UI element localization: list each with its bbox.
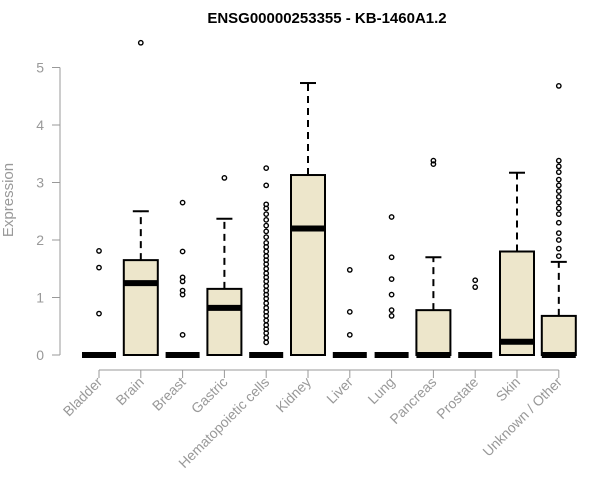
outlier-point — [179, 248, 186, 255]
outlier-point — [263, 265, 270, 272]
outlier-point — [263, 322, 270, 328]
outlier-point — [555, 182, 562, 189]
outlier-point — [555, 163, 562, 170]
outlier-point — [263, 270, 270, 277]
y-tick-label: 4 — [36, 117, 44, 133]
x-tick-label-liver: Liver — [323, 374, 356, 407]
box-liver — [332, 266, 367, 358]
outlier-point — [137, 39, 144, 46]
outlier-point — [346, 308, 353, 315]
outlier-point — [179, 331, 186, 338]
outlier-point — [263, 201, 270, 208]
outlier-point — [388, 254, 395, 261]
outlier-point — [263, 317, 270, 324]
outlier-point — [555, 176, 562, 183]
outlier-point — [388, 214, 395, 220]
outlier-point — [388, 307, 395, 314]
x-tick-label-breast: Breast — [149, 374, 189, 414]
outlier-point — [346, 266, 353, 273]
x-tick-label-brain: Brain — [112, 374, 146, 408]
outlier-point — [555, 237, 562, 243]
outlier-point — [263, 253, 270, 260]
box-unknown-other — [540, 83, 577, 358]
outlier-point — [555, 188, 562, 195]
y-tick-label: 1 — [36, 290, 44, 306]
outlier-point — [555, 83, 562, 89]
outlier-point — [555, 219, 562, 226]
outlier-point — [555, 245, 562, 252]
outlier-point — [263, 234, 270, 241]
box-prostate — [458, 277, 493, 358]
y-axis: 0 1 2 3 4 5 — [36, 60, 61, 363]
outlier-point — [263, 300, 270, 307]
chart-title: ENSG00000253355 - KB-1460A1.2 — [207, 10, 446, 27]
box-rect — [290, 174, 326, 356]
outlier-point — [221, 174, 228, 181]
outlier-point — [346, 331, 353, 338]
outlier-point — [96, 310, 102, 317]
outlier-point — [263, 165, 270, 172]
x-tick-label-lung: Lung — [364, 374, 397, 407]
outlier-point — [388, 276, 395, 282]
box-rect — [415, 309, 452, 356]
box-lung — [374, 214, 409, 358]
outlier-point — [430, 161, 437, 168]
outlier-point — [472, 284, 479, 291]
box-rect — [122, 259, 159, 356]
outlier-point — [263, 228, 270, 235]
outlier-point — [555, 253, 562, 260]
box-brain — [122, 39, 159, 356]
outlier-point — [263, 283, 270, 289]
x-tick-label-unknown-other: Unknown / Other — [479, 374, 565, 460]
outlier-point — [555, 169, 562, 176]
y-tick-label: 0 — [36, 347, 44, 363]
outlier-point — [472, 277, 479, 284]
outlier-point — [263, 182, 270, 189]
box-rect — [540, 314, 577, 356]
box-hematopoietic-cells — [249, 165, 284, 358]
outlier-point — [179, 287, 186, 294]
box-bladder — [82, 248, 116, 358]
outlier-point — [179, 274, 186, 281]
y-tick-label: 2 — [36, 232, 44, 248]
outlier-point — [263, 248, 270, 255]
outlier-point — [263, 222, 270, 229]
outlier-point — [555, 199, 562, 206]
y-tick-label: 5 — [36, 60, 44, 76]
outlier-point — [263, 304, 270, 311]
outlier-point — [555, 193, 562, 200]
box-rect — [206, 287, 243, 356]
box-kidney — [290, 82, 326, 356]
box-gastric — [206, 174, 243, 356]
outlier-point — [96, 248, 102, 254]
outlier-point — [555, 211, 562, 218]
outlier-point — [263, 334, 270, 341]
box-pancreas — [415, 157, 452, 358]
outlier-point — [388, 291, 395, 298]
outlier-point — [263, 216, 270, 223]
outlier-point — [263, 211, 270, 218]
box-skin — [499, 171, 535, 356]
x-tick-label-prostate: Prostate — [433, 374, 481, 422]
outlier-point — [555, 230, 562, 237]
outlier-point — [179, 199, 186, 206]
box-rect — [499, 250, 535, 356]
x-tick-label-kidney: Kidney — [273, 374, 315, 416]
boxes-group — [82, 39, 577, 358]
y-tick-label: 3 — [36, 175, 44, 191]
outlier-point — [263, 287, 270, 294]
y-axis-label: Expression — [0, 163, 17, 237]
outlier-point — [388, 312, 395, 319]
outlier-point — [263, 239, 270, 246]
outlier-point — [263, 339, 270, 346]
box-breast — [165, 199, 200, 358]
outlier-point — [555, 205, 562, 212]
x-tick-label-bladder: Bladder — [60, 374, 106, 420]
x-tick-label-skin: Skin — [493, 374, 524, 405]
outlier-point — [555, 157, 562, 164]
outlier-point — [96, 264, 102, 271]
outlier-point — [430, 157, 437, 164]
